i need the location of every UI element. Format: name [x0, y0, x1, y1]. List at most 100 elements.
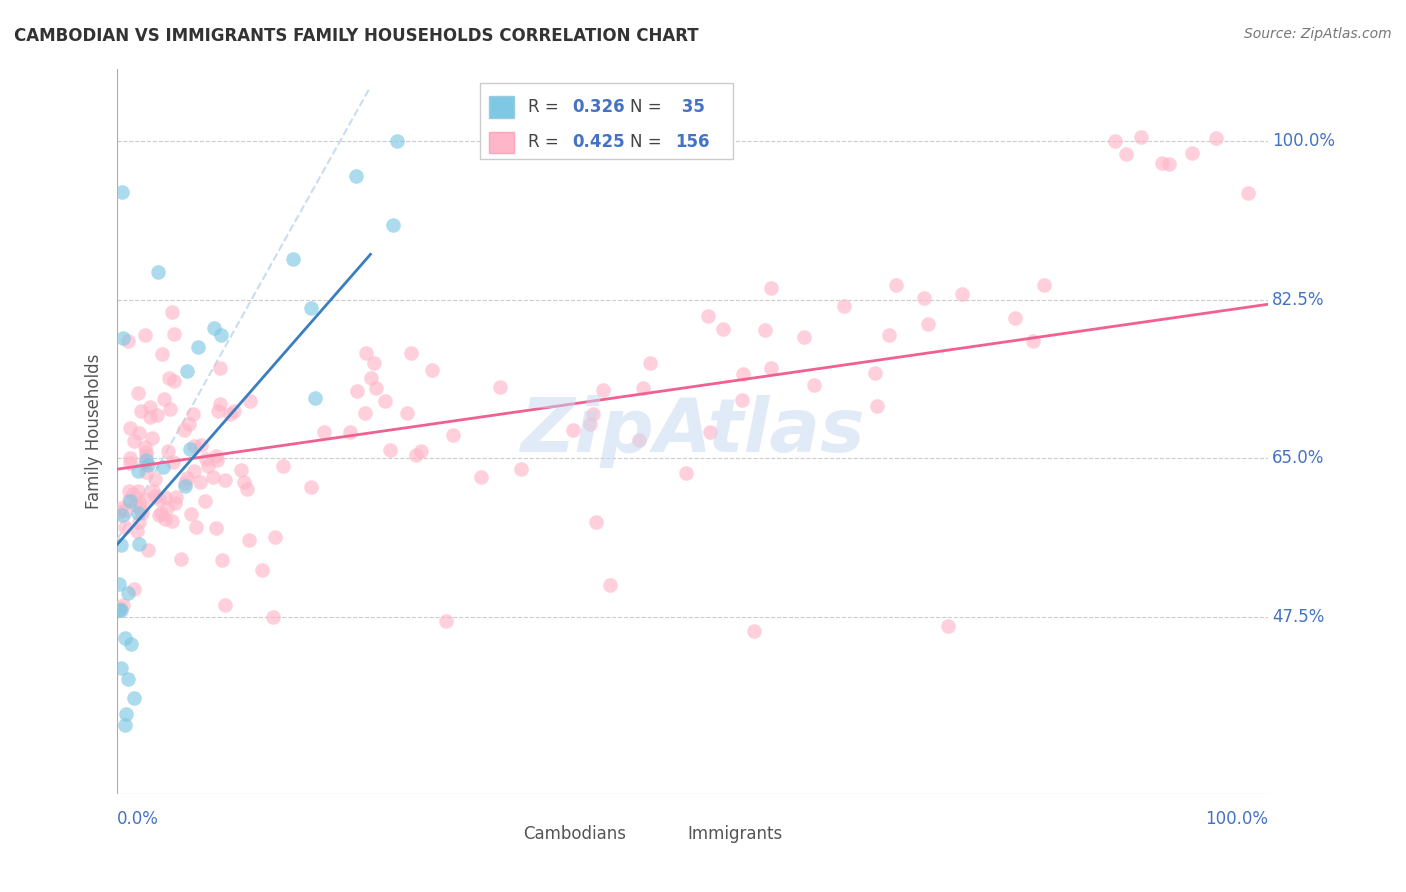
Point — [886, 278, 908, 293]
Point — [271, 459, 294, 474]
Point — [160, 515, 183, 529]
Point — [238, 533, 260, 547]
Point — [214, 473, 236, 487]
Point — [803, 378, 825, 392]
Point — [299, 480, 322, 494]
Point — [793, 330, 815, 344]
Point — [218, 407, 240, 421]
Point — [399, 345, 422, 359]
Point — [183, 439, 205, 453]
Point — [209, 327, 232, 342]
Point — [263, 530, 285, 544]
Point — [129, 503, 152, 517]
Point — [731, 367, 754, 381]
Point — [761, 360, 783, 375]
Point — [135, 453, 157, 467]
Text: N =: N = — [630, 134, 666, 152]
Point — [114, 503, 136, 517]
Text: N =: N = — [630, 98, 666, 116]
Point — [640, 355, 662, 369]
Point — [142, 484, 165, 499]
Point — [299, 301, 322, 315]
Point — [117, 334, 139, 348]
Y-axis label: Family Households: Family Households — [86, 353, 103, 508]
Point — [627, 433, 650, 447]
Point — [366, 381, 388, 395]
Point — [110, 500, 132, 515]
Point — [110, 602, 132, 616]
Point — [205, 452, 228, 467]
Point — [155, 491, 177, 505]
Point — [239, 394, 262, 409]
Bar — [661, 826, 682, 843]
Point — [579, 417, 602, 432]
Point — [229, 463, 252, 477]
Point — [165, 490, 187, 504]
Point — [173, 424, 195, 438]
Point — [174, 475, 197, 490]
Point — [150, 506, 173, 520]
Point — [631, 381, 654, 395]
Point — [339, 425, 361, 440]
Text: 35: 35 — [675, 98, 704, 116]
Text: 100.0%: 100.0% — [1205, 810, 1268, 828]
Point — [111, 185, 134, 199]
Point — [441, 428, 464, 442]
Point — [129, 404, 152, 418]
Text: 0.425: 0.425 — [572, 134, 624, 152]
Point — [128, 496, 150, 510]
Point — [224, 404, 246, 418]
Point — [122, 487, 145, 501]
Point — [877, 327, 900, 342]
Point — [1159, 156, 1181, 170]
Point — [697, 309, 720, 323]
Text: 100.0%: 100.0% — [1272, 132, 1334, 150]
Point — [950, 287, 973, 301]
Point — [184, 520, 207, 534]
Point — [114, 631, 136, 645]
Text: Source: ZipAtlas.com: Source: ZipAtlas.com — [1244, 27, 1392, 41]
Point — [120, 637, 142, 651]
Text: CAMBODIAN VS IMMIGRANTS FAMILY HOUSEHOLDS CORRELATION CHART: CAMBODIAN VS IMMIGRANTS FAMILY HOUSEHOLD… — [14, 27, 699, 45]
Point — [127, 385, 149, 400]
Bar — [489, 96, 515, 118]
Text: Immigrants: Immigrants — [688, 825, 782, 844]
Point — [470, 470, 492, 484]
Point — [187, 340, 209, 354]
Point — [188, 475, 211, 489]
Point — [346, 384, 368, 398]
Point — [489, 380, 512, 394]
Point — [146, 408, 169, 422]
Point — [134, 328, 156, 343]
Point — [731, 393, 754, 408]
Point — [125, 498, 148, 512]
Point — [378, 443, 401, 458]
Point — [434, 615, 457, 629]
Point — [136, 458, 159, 472]
Point — [385, 134, 408, 148]
Point — [202, 320, 225, 334]
Point — [165, 495, 187, 509]
Point — [114, 706, 136, 721]
Point — [214, 598, 236, 612]
Point — [134, 440, 156, 454]
Point — [157, 371, 180, 385]
FancyBboxPatch shape — [479, 83, 733, 159]
Point — [122, 434, 145, 449]
Point — [1236, 186, 1258, 201]
Point — [179, 417, 201, 431]
Text: ZipAtlas: ZipAtlas — [520, 394, 865, 467]
Point — [754, 323, 776, 337]
Point — [110, 661, 132, 675]
Point — [122, 582, 145, 596]
Bar — [498, 826, 517, 843]
Point — [832, 299, 855, 313]
Text: 65.0%: 65.0% — [1272, 450, 1324, 467]
Point — [139, 410, 162, 425]
Point — [120, 421, 142, 435]
Point — [1150, 155, 1173, 169]
Point — [128, 537, 150, 551]
Point — [866, 400, 889, 414]
Point — [110, 538, 132, 552]
Point — [143, 472, 166, 486]
